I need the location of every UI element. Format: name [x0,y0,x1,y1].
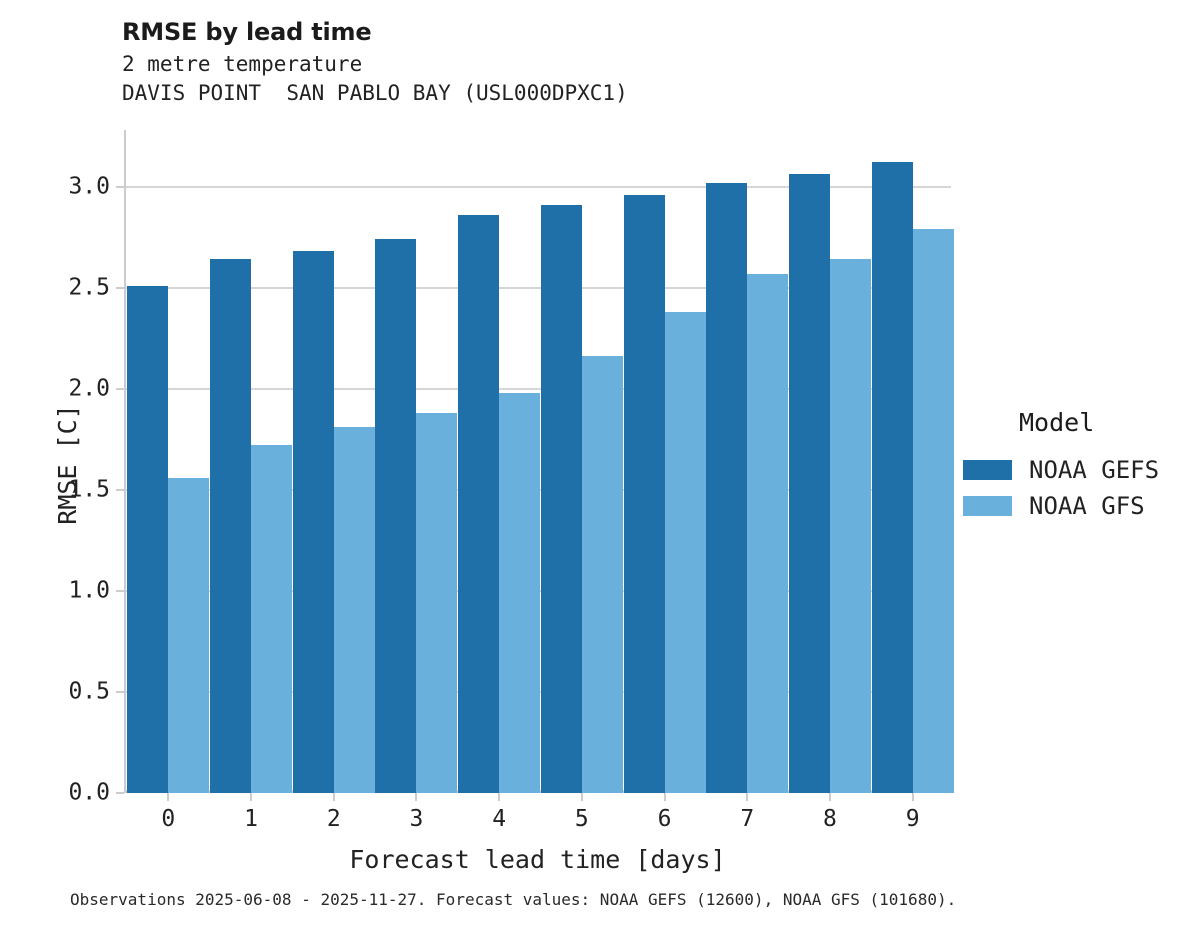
x-tick-label: 8 [823,806,837,832]
x-tick-mark [498,793,501,801]
bar [210,259,252,793]
y-tick-label: 1.5 [68,476,110,503]
bar [127,285,169,793]
y-tick-mark [116,387,124,390]
bar [499,392,541,793]
y-tick-label: 0.0 [68,779,110,806]
x-tick-mark [415,793,418,801]
x-tick-mark [250,793,253,801]
x-tick-mark [167,793,170,801]
y-axis-title: RMSE [C] [53,404,82,525]
x-tick-mark [746,793,749,801]
y-axis-spine [124,130,126,793]
bar [416,413,458,793]
x-tick-label: 6 [657,806,672,832]
y-tick-mark [116,185,124,188]
plot-area: 0.0 0.5 1.0 1.5 2.0 2.5 3.0 0 1 2 3 4 5 6 7 8 9 [68,130,954,831]
bar [292,251,334,793]
x-tick-label: 1 [244,806,258,832]
bar [375,239,417,793]
x-tick-label: 3 [409,806,424,832]
x-tick-mark [911,793,914,801]
bar [333,427,375,793]
x-axis-title: Forecast lead time [days] [349,845,726,874]
x-tick-label: 4 [492,806,507,832]
bar [168,477,210,793]
legend-item[interactable]: NOAA GEFS [963,452,1188,488]
gridline [126,185,951,188]
gridline [126,286,951,289]
bar [623,194,665,793]
bar [251,445,293,793]
y-tick-label: 1.0 [68,577,110,604]
y-tick-label: 0.5 [68,678,110,705]
x-tick-mark [663,793,666,801]
x-tick-label: 5 [574,806,589,832]
bar [664,311,706,793]
bar [706,182,748,793]
legend-item-label: NOAA GEFS [1029,456,1160,484]
x-tick-label: 0 [161,806,176,832]
bar [458,214,500,793]
bar [912,229,954,793]
legend-swatch-icon [963,496,1012,516]
gridline [126,387,951,390]
x-tick-label: 9 [905,806,920,832]
x-tick-label: 7 [740,806,755,832]
bar [871,162,913,793]
legend-item[interactable]: NOAA GFS [963,488,1188,524]
chart-subtitle-variable: 2 metre temperature [122,52,363,76]
y-tick-label: 2.0 [68,375,110,402]
legend-swatch-icon [963,460,1012,480]
x-tick-mark [332,793,335,801]
y-tick-mark [116,690,124,693]
x-tick-mark [580,793,583,801]
x-tick-label: 2 [326,806,341,832]
y-tick-mark [116,589,124,592]
y-tick-mark [116,792,124,794]
legend-item-label: NOAA GFS [1029,492,1145,520]
bar [829,259,871,793]
y-tick-label: 2.5 [68,274,110,301]
chart-title: RMSE by lead time [122,18,372,46]
footer-caption: Observations 2025-06-08 - 2025-11-27. Fo… [70,890,957,909]
y-tick-mark [116,286,124,289]
x-tick-mark [828,793,831,801]
legend-title: Model [1019,408,1095,437]
bar [581,356,623,793]
legend-rows: NOAA GEFS NOAA GFS [963,452,1188,524]
bar [788,174,830,793]
bar [540,204,582,793]
y-tick-mark [116,488,124,491]
chart-subtitle-station: DAVIS POINT SAN PABLO BAY (USL000DPXC1) [122,81,628,105]
y-tick-label: 3.0 [68,173,110,200]
legend: Model NOAA GEFS NOAA GFS [963,408,1188,524]
bar [747,273,789,793]
